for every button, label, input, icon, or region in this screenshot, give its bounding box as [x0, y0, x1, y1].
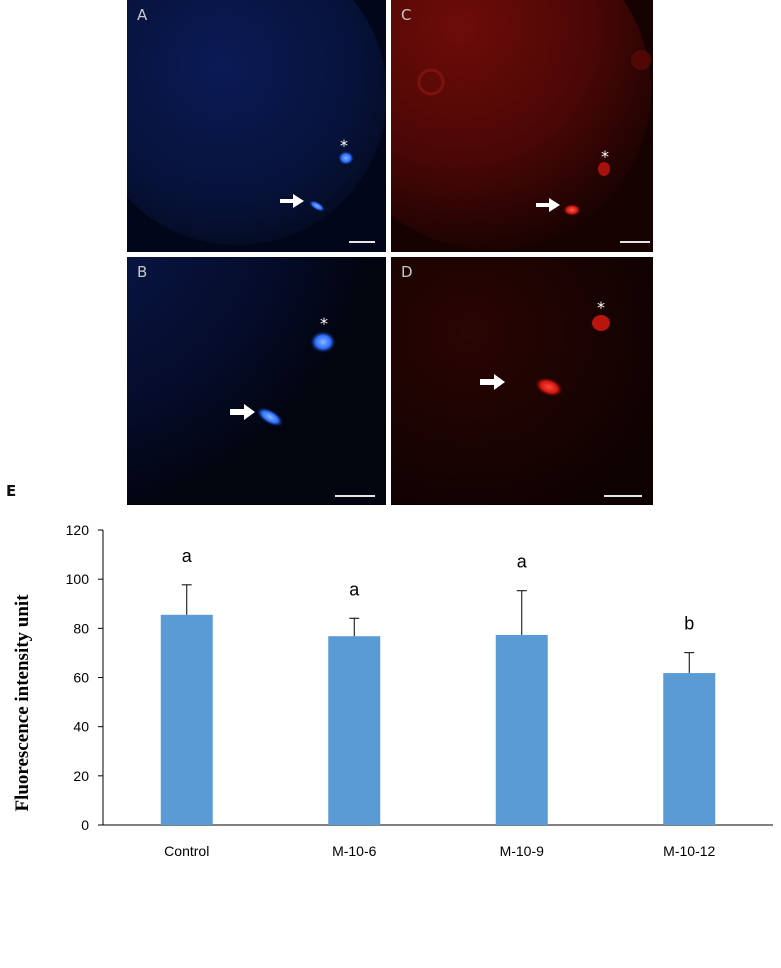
- bar: [663, 673, 716, 825]
- y-tick-label: 120: [66, 522, 90, 538]
- y-tick-label: 0: [81, 817, 89, 833]
- polar-body-dot: [338, 151, 354, 165]
- significance-letter: a: [182, 546, 193, 566]
- panel-label: D: [401, 263, 413, 281]
- micrograph-panel-d: * D: [391, 257, 653, 505]
- y-axis-label: Fluorescence intensity unit: [12, 594, 33, 812]
- cell-outline: [417, 68, 445, 96]
- x-tick-label: M-10-9: [500, 843, 545, 859]
- chromatin-dot: [256, 407, 284, 427]
- micrograph-panel-a: * A: [127, 0, 386, 252]
- arrow-icon: [280, 194, 304, 208]
- panel-a-image: *: [127, 0, 386, 252]
- arrow-icon: [536, 198, 560, 212]
- scale-bar: [620, 241, 650, 243]
- y-tick-label: 60: [73, 670, 89, 686]
- scale-bar: [604, 495, 642, 497]
- arrow-icon: [480, 374, 505, 390]
- chromatin-dot: [563, 204, 581, 216]
- scale-bar: [335, 495, 375, 497]
- x-tick-label: M-10-12: [663, 843, 715, 859]
- panel-c-image: *: [391, 0, 653, 252]
- y-tick-label: 80: [73, 620, 89, 636]
- significance-letter: a: [349, 579, 360, 599]
- micrograph-panel-c: * C: [391, 0, 653, 252]
- significance-letter: b: [684, 614, 694, 634]
- asterisk-marker: *: [340, 136, 348, 155]
- panel-b-image: *: [127, 257, 386, 505]
- bar-chart: Fluorescence intensity unit 0 20 40 60 80 100…: [12, 522, 773, 859]
- asterisk-marker: *: [320, 314, 328, 333]
- panel-e-label: E: [6, 482, 17, 500]
- polar-body-dot: [598, 162, 610, 176]
- bar: [328, 636, 381, 825]
- arrow-icon: [230, 404, 255, 420]
- y-tick-label: 40: [73, 719, 89, 735]
- asterisk-marker: *: [601, 147, 609, 166]
- oocyte-shape: [127, 0, 386, 245]
- oocyte-shape: [127, 257, 386, 505]
- panel-d-image: *: [391, 257, 653, 505]
- cell-outline: [631, 50, 651, 70]
- panel-label: C: [401, 6, 412, 24]
- y-tick-label: 20: [73, 768, 89, 784]
- panel-label: B: [137, 263, 148, 281]
- bar: [160, 614, 213, 825]
- x-tick-label: Control: [164, 843, 209, 859]
- x-tick-label: M-10-6: [332, 843, 377, 859]
- chromatin-dot: [534, 377, 564, 397]
- polar-body-dot: [592, 315, 610, 331]
- significance-letter: a: [517, 552, 528, 572]
- polar-body-dot: [310, 331, 336, 353]
- panel-label: A: [137, 6, 148, 24]
- micrograph-panel-b: * B: [127, 257, 386, 505]
- scale-bar: [349, 241, 375, 243]
- chromatin-dot: [308, 200, 326, 212]
- asterisk-marker: *: [597, 298, 605, 317]
- bar: [495, 634, 548, 825]
- y-tick-label: 100: [66, 571, 90, 587]
- oocyte-shape: [391, 0, 651, 250]
